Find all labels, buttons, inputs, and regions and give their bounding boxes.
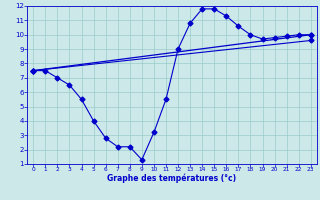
X-axis label: Graphe des températures (°c): Graphe des températures (°c) bbox=[108, 174, 236, 183]
